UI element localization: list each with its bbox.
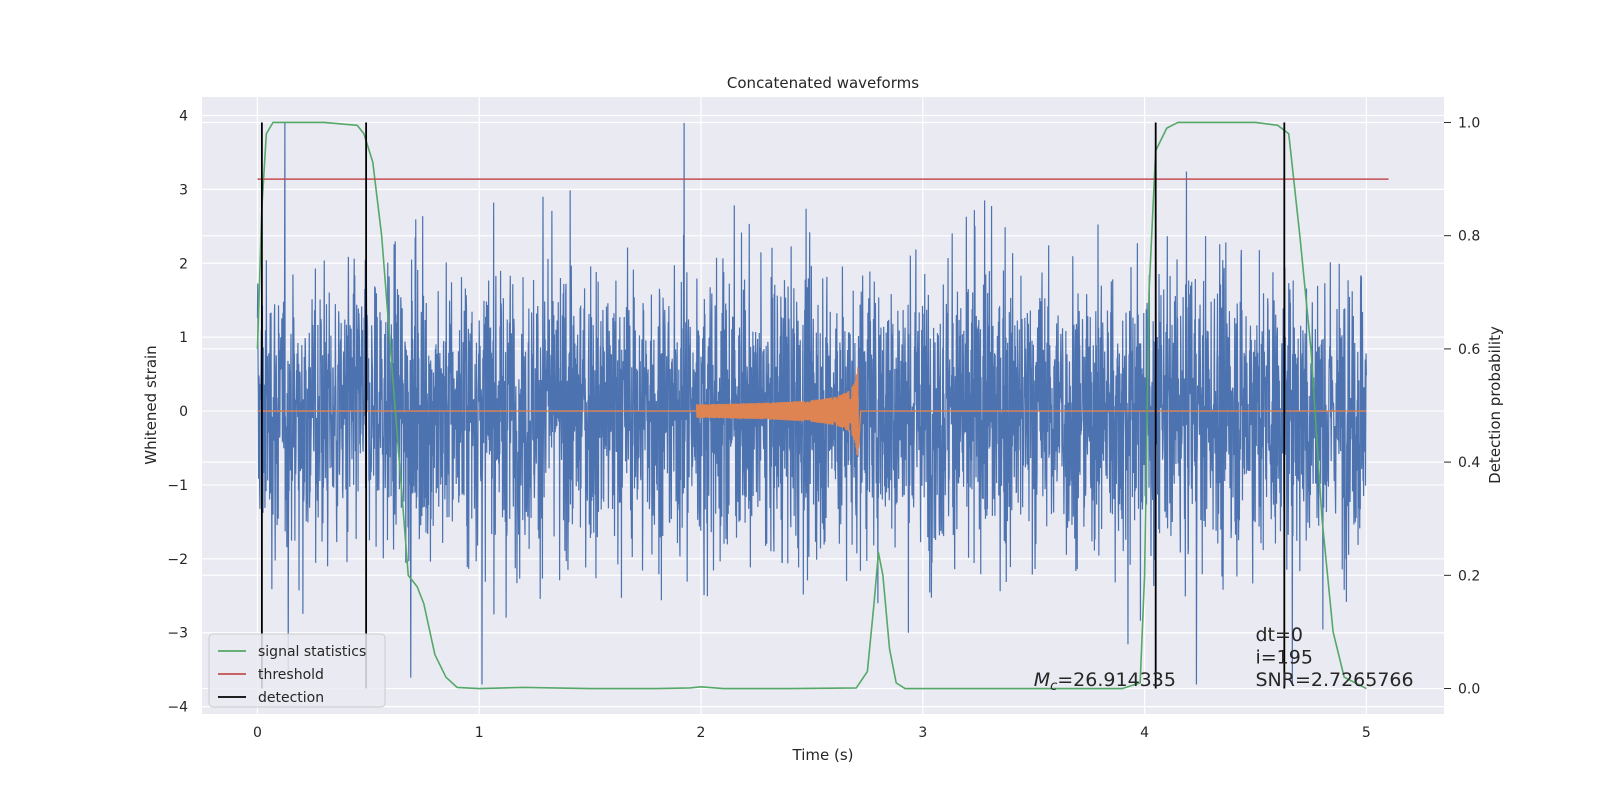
- detection-series: [256, 121, 1389, 690]
- y-right-axis-label: Detection probability: [1486, 326, 1504, 484]
- chirp-waveform-line: [257, 367, 1367, 456]
- y-right-tick-label: 0.6: [1458, 342, 1480, 358]
- legend-label: signal statistics: [258, 644, 366, 660]
- annotation-snr: SNR=2.7265766: [1255, 669, 1413, 691]
- x-axis-label: Time (s): [792, 746, 854, 764]
- annotation-value: =26.914335: [1057, 669, 1176, 691]
- annotation-symbol: M: [1034, 669, 1050, 691]
- annotation-i: i=195: [1255, 646, 1312, 668]
- x-tick-label: 2: [697, 725, 706, 741]
- x-tick-label: 0: [253, 725, 262, 741]
- y-tick-label: −2: [167, 552, 188, 568]
- x-tick-label: 1: [475, 725, 484, 741]
- legend-label: threshold: [258, 667, 324, 683]
- x-tick-label: 4: [1140, 725, 1149, 741]
- annotation-mc: Mc=26.914335: [1034, 669, 1176, 694]
- x-tick-label: 5: [1362, 725, 1371, 741]
- legend: signal statistics threshold detection: [208, 633, 386, 708]
- y-tick-label: 0: [179, 404, 188, 420]
- ticks: 0 1 2 3 4 5 −4 −3 −2 −1 0 1 2 3 4 0.0 0.2 0.4 0.6 0.8 1.0: [167, 108, 1480, 741]
- y-tick-label: 2: [179, 256, 188, 272]
- y-tick-label: −3: [167, 626, 188, 642]
- y-right-tick-label: 0.4: [1458, 455, 1480, 471]
- chart-title: Concatenated waveforms: [727, 74, 919, 92]
- legend-label: detection: [258, 690, 324, 706]
- strain-noise-line: [256, 122, 1367, 685]
- y-tick-label: 4: [179, 108, 188, 124]
- annotation-subscript: c: [1050, 679, 1057, 694]
- y-tick-label: −4: [167, 700, 188, 716]
- y-tick-label: −1: [167, 478, 188, 494]
- chirp-series: [257, 367, 1367, 456]
- y-axis-label: Whitened strain: [142, 345, 160, 464]
- noise-series: [256, 122, 1367, 685]
- annotation-dt: dt=0: [1255, 624, 1303, 646]
- x-tick-label: 3: [918, 725, 927, 741]
- y-right-tick-label: 0.8: [1458, 229, 1480, 245]
- y-right-tick-label: 0.0: [1458, 682, 1480, 698]
- y-right-tick-label: 0.2: [1458, 568, 1480, 584]
- legend-box: [208, 633, 386, 708]
- y-right-tick-label: 1.0: [1458, 115, 1480, 131]
- y-tick-label: 3: [179, 182, 188, 198]
- signal-statistics-line: [256, 121, 1367, 690]
- y-tick-label: 1: [179, 330, 188, 346]
